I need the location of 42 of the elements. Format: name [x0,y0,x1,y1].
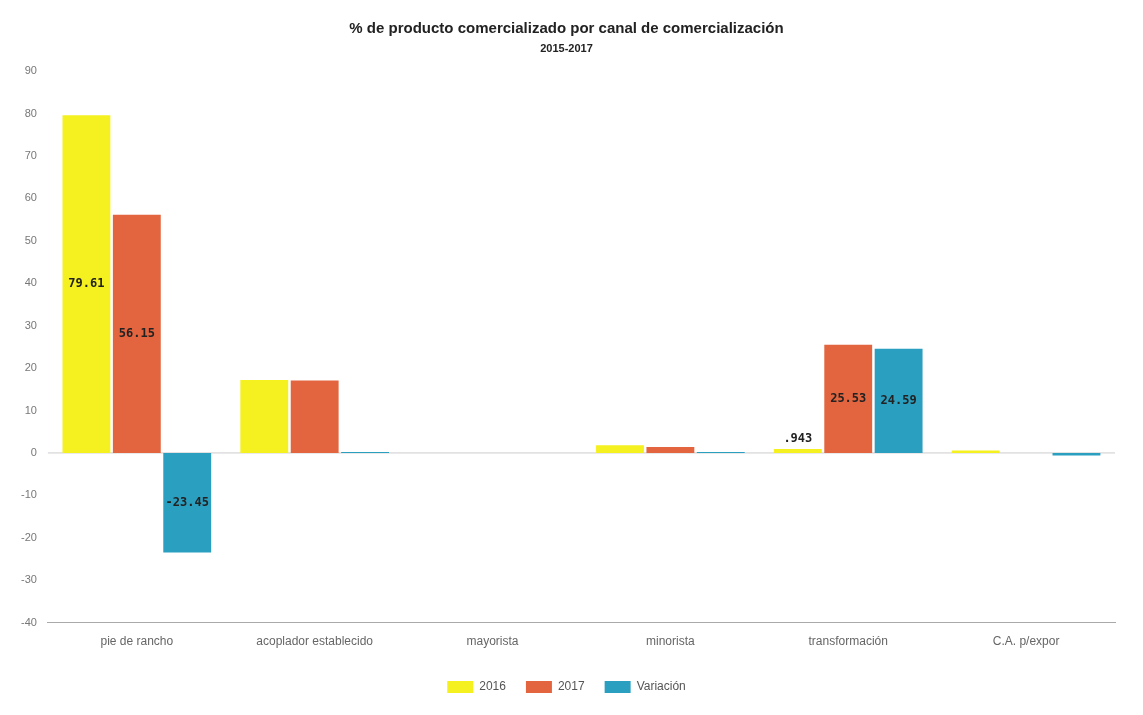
x-tick-label: pie de rancho [100,634,174,649]
x-tick-label: acoplador establecido [256,634,374,649]
bar [112,214,161,453]
legend-label: 2016 [479,679,507,694]
chart-subtitle: 2015-2017 [540,41,593,54]
x-tick-label: minorista [646,634,696,649]
bar [163,452,212,553]
x-tick-label: C.A. p/expor [992,634,1060,649]
y-tick-label: 0 [30,445,37,458]
data-label: 24.59 [880,392,917,407]
bar [240,379,289,453]
bar [951,450,1000,453]
legend-label: 2017 [557,679,585,694]
bar [62,115,111,453]
y-tick-label: 40 [24,276,37,289]
data-label: 56.15 [118,325,155,340]
bar [874,348,923,453]
data-label: .943 [783,431,813,446]
bar [290,380,339,453]
legend-label: Variación [636,679,686,694]
bar [596,445,644,453]
chart-title: % de producto comercializado por canal de comercialización [349,19,784,37]
y-tick-label: 90 [24,64,37,77]
y-tick-label: -40 [20,615,37,628]
bar [646,447,695,453]
x-tick-label: mayorista [466,634,519,649]
bar [824,344,873,453]
data-label: 25.53 [830,390,867,405]
y-tick-label: 60 [24,191,37,204]
data-label: -23.45 [165,494,209,509]
y-tick-label: 80 [24,106,37,119]
x-tick-label: transformación [808,634,888,649]
y-tick-label: -20 [20,530,37,543]
y-tick-label: 30 [24,318,37,331]
y-tick-label: -30 [20,573,37,586]
y-tick-label: 20 [24,361,37,374]
y-tick-label: 10 [24,403,37,416]
y-tick-label: 70 [24,149,37,162]
y-tick-label: 50 [24,233,37,246]
bar [773,448,822,453]
y-tick-label: -10 [20,488,37,501]
data-label: 79.61 [68,276,105,291]
